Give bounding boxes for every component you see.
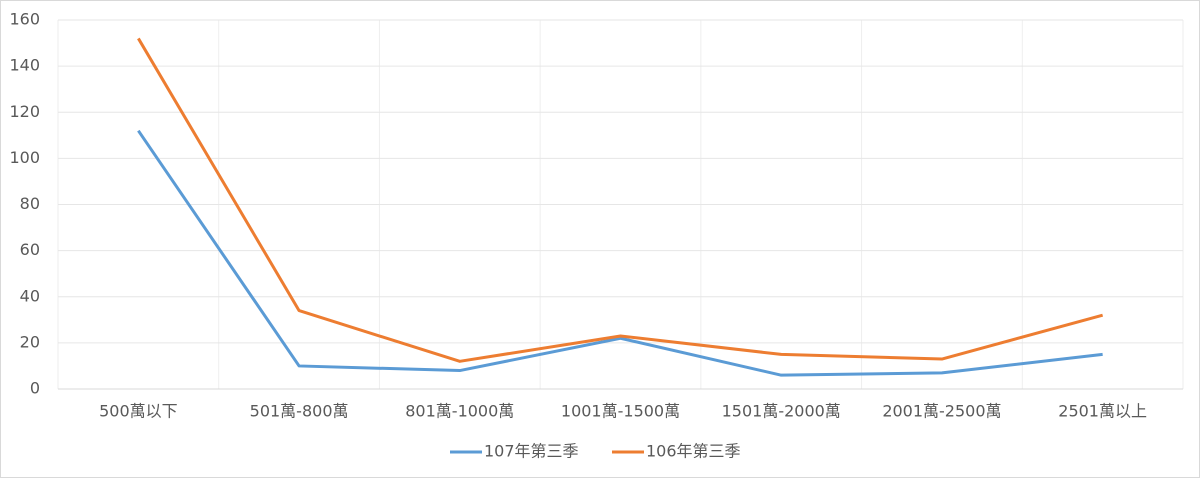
line-series <box>137 129 1103 377</box>
legend-label: 107年第三季 <box>484 442 579 461</box>
y-tick-label: 120 <box>9 102 40 121</box>
y-tick-label: 60 <box>20 240 40 259</box>
x-tick-label: 2001萬-2500萬 <box>882 402 1001 421</box>
y-tick-label: 20 <box>20 332 40 351</box>
x-tick-label: 801萬-1000萬 <box>405 402 514 421</box>
y-tick-label: 160 <box>9 10 40 29</box>
y-tick-label: 80 <box>20 194 40 213</box>
line-series <box>137 37 1104 363</box>
x-tick-label: 1001萬-1500萬 <box>561 402 680 421</box>
y-tick-label: 40 <box>20 286 40 305</box>
x-tick-label: 500萬以下 <box>99 402 178 421</box>
x-tick-label: 1501萬-2000萬 <box>722 402 841 421</box>
y-tick-label: 0 <box>30 379 40 398</box>
legend-label: 106年第三季 <box>646 442 741 461</box>
x-tick-label: 2501萬以上 <box>1058 402 1147 421</box>
x-tick-label: 501萬-800萬 <box>250 402 349 421</box>
y-tick-label: 140 <box>9 56 40 75</box>
y-tick-label: 100 <box>9 148 40 167</box>
